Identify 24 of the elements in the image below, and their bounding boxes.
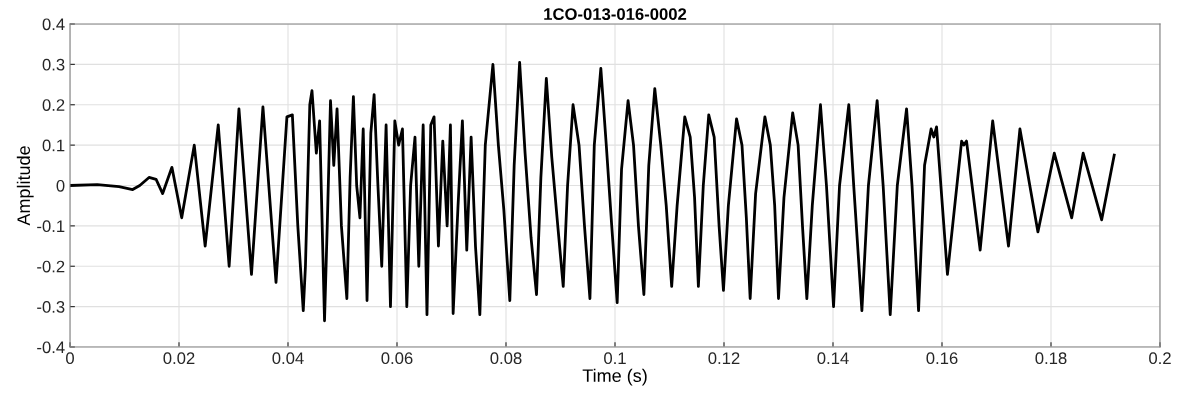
line-series	[70, 60, 1116, 323]
x-tick-label: 0.06	[381, 352, 413, 365]
x-tick-label: 0	[66, 352, 74, 365]
y-tick-label: 0.1	[42, 139, 65, 152]
x-tick-label: 0.04	[272, 352, 304, 365]
y-tick-label: -0.4	[37, 341, 65, 354]
y-tick-label: 0.3	[42, 58, 65, 71]
y-tick-label: -0.2	[37, 260, 65, 273]
x-tick-label: 0.08	[490, 352, 522, 365]
y-tick-label: -0.3	[37, 301, 65, 313]
y-tick-label: 0.2	[42, 99, 65, 111]
y-tick-label: 0.4	[42, 18, 65, 31]
x-tick-label: 0.18	[1035, 352, 1067, 365]
x-tick-label: 0.12	[708, 352, 740, 365]
x-tick-label: 0.1	[604, 352, 626, 365]
y-tick-label: 0	[56, 179, 65, 192]
x-axis-title: Time (s)	[582, 368, 647, 386]
x-tick-label: 0.14	[817, 352, 849, 365]
y-axis-title: Amplitude	[16, 146, 34, 226]
x-tick-label: 0.16	[926, 352, 958, 365]
x-tick-label: 0.02	[163, 352, 195, 365]
x-tick-label: 0.2	[1149, 352, 1171, 365]
y-tick-label: -0.1	[37, 220, 65, 233]
chart-title: 1CO-013-016-0002	[544, 8, 687, 21]
